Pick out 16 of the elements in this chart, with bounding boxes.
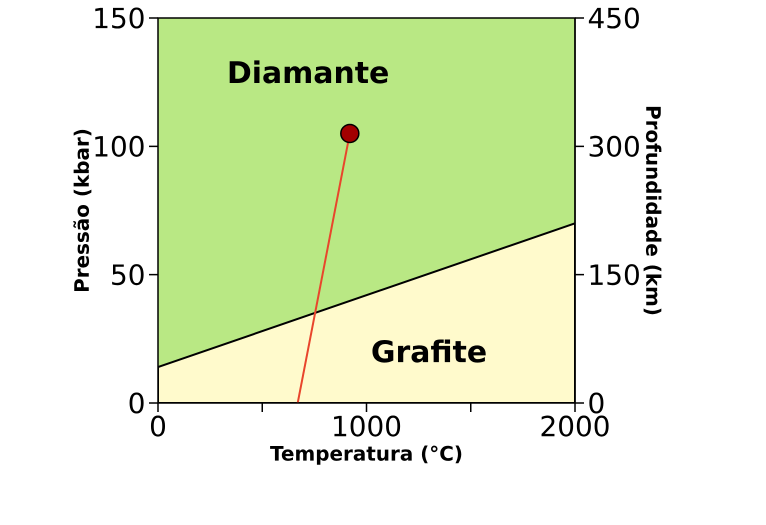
y-tick-label: 0 <box>130 392 144 414</box>
x-axis-title: Temperatura (°C) <box>270 445 462 465</box>
y2-tick-label: 0 <box>589 392 604 414</box>
x-tick-label: 2000 <box>542 416 609 437</box>
y-tick-label: 50 <box>112 264 144 286</box>
y-tick-label: 150 <box>95 7 144 29</box>
x-tick-label: 1000 <box>334 416 400 437</box>
y2-tick-label: 300 <box>590 136 639 157</box>
x-tick-label: 0 <box>150 416 166 437</box>
y2-tick-label: 150 <box>590 264 639 286</box>
annotation: Diamante <box>230 60 388 84</box>
annotation: Grafite <box>372 339 486 363</box>
y2-tick-label: 450 <box>588 7 639 29</box>
y-tick-label: 100 <box>95 136 144 157</box>
y2-axis-title: Profundidade (km) <box>644 106 662 314</box>
y-axis-title: Pressão (kbar) <box>73 130 92 292</box>
